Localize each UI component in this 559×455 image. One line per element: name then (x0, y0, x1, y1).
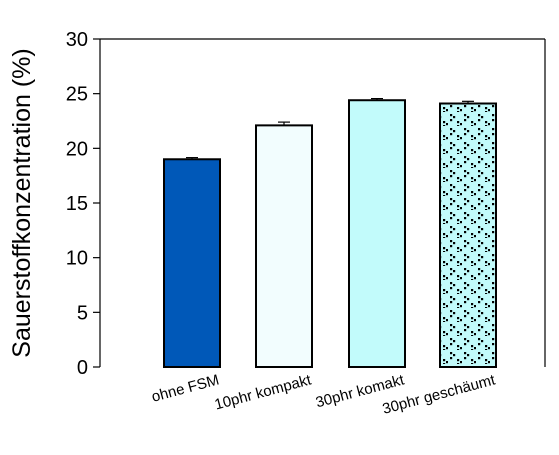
error-bar (462, 100, 474, 104)
x-category-label: ohne FSM (150, 371, 221, 405)
bar (439, 102, 497, 369)
y-tick-label: 20 (66, 138, 88, 160)
bar (255, 124, 313, 368)
y-axis-title: Sauerstoffkonzentration (%) (8, 48, 36, 357)
y-tick-label: 0 (77, 357, 88, 379)
y-tick-label: 15 (66, 193, 88, 215)
error-bar (371, 97, 383, 101)
x-category-label: 10phr kompakt (213, 371, 314, 413)
error-bars (186, 97, 474, 160)
y-tick-label: 5 (77, 302, 88, 324)
bar (163, 158, 221, 368)
error-bar (278, 121, 290, 126)
error-bar (186, 157, 198, 160)
y-axis-ticks: 0 5 10 15 20 25 30 (66, 29, 100, 379)
bars (163, 99, 497, 369)
y-tick-label: 30 (66, 29, 88, 51)
bar (348, 99, 406, 369)
y-tick-label: 25 (66, 84, 88, 106)
y-tick-label: 10 (66, 248, 88, 270)
